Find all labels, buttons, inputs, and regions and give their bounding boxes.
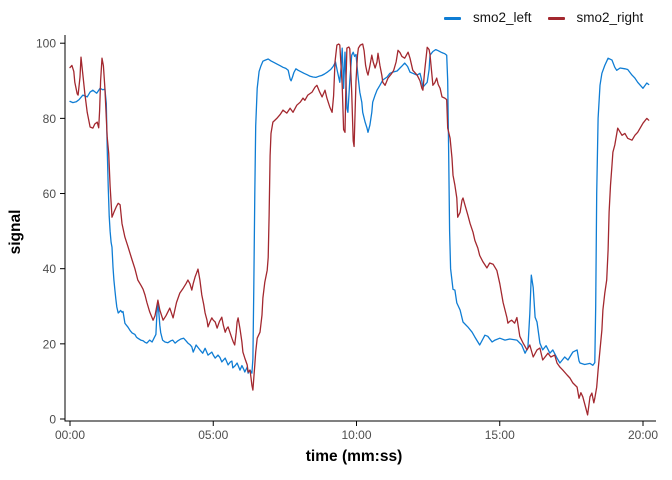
legend-line-swatch-smo2-left — [444, 16, 461, 20]
y-tick-label: 60 — [43, 187, 57, 201]
x-tick-label: 05:00 — [198, 428, 228, 442]
legend-label-smo2-left: smo2_left — [473, 10, 532, 25]
y-tick-label: 80 — [43, 112, 57, 126]
legend-label-smo2-right: smo2_right — [576, 10, 644, 25]
y-tick-label: 100 — [36, 37, 56, 51]
series-line-smo2_right — [69, 43, 650, 416]
legend-item-smo2-left: smo2_left — [444, 10, 532, 26]
y-tick-label: 20 — [43, 337, 57, 351]
legend-line-swatch-smo2-right — [547, 16, 565, 20]
y-tick-label: 40 — [43, 262, 57, 276]
series-line-smo2_left — [69, 47, 650, 374]
x-tick-label: 20:00 — [628, 428, 658, 442]
x-tick-label: 10:00 — [341, 428, 371, 442]
legend-item-smo2-right: smo2_right — [547, 10, 644, 26]
x-tick-label: 15:00 — [485, 428, 515, 442]
chart-legend: smo2_left smo2_right — [444, 10, 643, 26]
y-tick-label: 0 — [49, 413, 56, 427]
y-axis-title: signal — [7, 209, 24, 255]
x-tick-label: 00:00 — [55, 428, 85, 442]
x-axis-title: time (mm:ss) — [305, 448, 403, 465]
